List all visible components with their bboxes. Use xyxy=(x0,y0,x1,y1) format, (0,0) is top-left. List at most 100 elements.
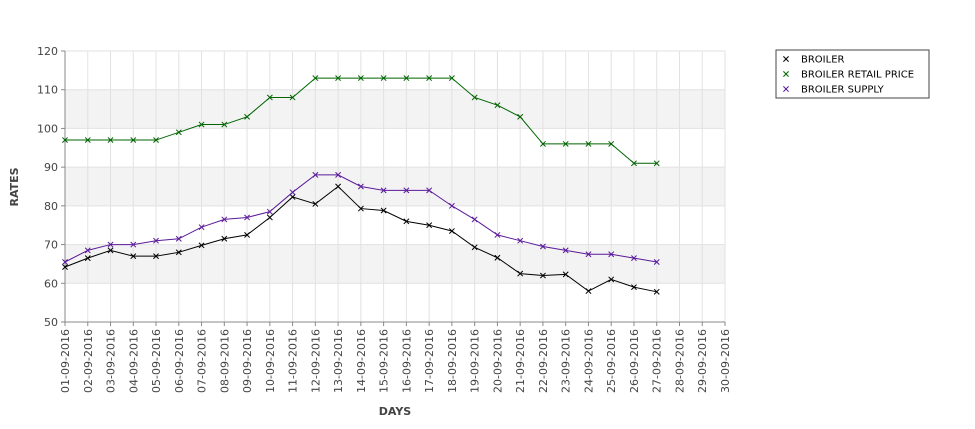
data-point xyxy=(783,71,789,77)
data-point xyxy=(84,255,91,262)
data-point xyxy=(84,247,91,254)
legend-item: BROILER SUPPLY xyxy=(783,85,885,96)
data-point xyxy=(130,241,137,248)
x-tick-label: 26-09-2016 xyxy=(628,329,641,393)
data-point xyxy=(380,75,387,82)
data-point xyxy=(653,288,660,295)
data-point xyxy=(585,140,592,147)
data-point xyxy=(357,205,364,212)
data-point xyxy=(426,222,433,229)
data-point xyxy=(312,75,319,82)
data-point xyxy=(221,235,228,242)
data-point xyxy=(335,183,342,190)
data-point xyxy=(631,255,637,262)
data-point xyxy=(289,94,296,101)
data-point xyxy=(562,140,569,147)
y-tick-label: 50 xyxy=(44,316,58,329)
data-point xyxy=(494,102,501,109)
x-tick-label: 20-09-2016 xyxy=(491,329,504,393)
alternating-bands xyxy=(65,89,725,284)
data-point xyxy=(426,75,433,82)
data-point xyxy=(783,56,789,62)
data-point xyxy=(448,75,455,82)
data-point xyxy=(562,247,569,254)
x-tick-label: 10-09-2016 xyxy=(264,329,277,393)
data-point xyxy=(62,259,68,265)
x-tick-label: 17-09-2016 xyxy=(423,329,436,393)
data-point xyxy=(289,193,296,200)
series-2 xyxy=(62,171,660,265)
data-point xyxy=(494,231,501,238)
data-point xyxy=(517,237,524,244)
data-point xyxy=(448,228,455,234)
data-point xyxy=(357,183,364,190)
x-tick-label: 01-09-2016 xyxy=(59,329,72,393)
x-tick-label: 08-09-2016 xyxy=(218,329,231,393)
data-point xyxy=(783,86,789,92)
x-tick-label: 27-09-2016 xyxy=(651,329,664,393)
x-tick-label: 22-09-2016 xyxy=(537,329,550,393)
data-point xyxy=(653,160,660,167)
data-point xyxy=(175,129,182,136)
data-point xyxy=(448,202,455,209)
data-point xyxy=(130,137,137,143)
x-tick-label: 28-09-2016 xyxy=(673,329,686,393)
data-point xyxy=(517,270,524,277)
data-point xyxy=(494,254,501,261)
y-tick-label: 60 xyxy=(44,277,58,290)
data-point xyxy=(107,241,114,248)
data-point xyxy=(198,121,205,128)
data-point xyxy=(175,249,182,256)
x-tick-label: 06-09-2016 xyxy=(173,329,186,393)
x-tick-label: 18-09-2016 xyxy=(446,329,459,393)
band xyxy=(65,167,725,206)
band xyxy=(65,89,725,129)
data-point xyxy=(312,200,319,207)
x-tick-label: 16-09-2016 xyxy=(400,329,413,393)
data-point xyxy=(517,113,524,120)
x-tick-label: 25-09-2016 xyxy=(605,329,618,393)
data-point xyxy=(335,171,342,178)
data-point xyxy=(471,244,478,251)
data-point xyxy=(312,171,319,178)
band xyxy=(65,244,725,284)
data-point xyxy=(266,94,273,101)
data-point xyxy=(403,75,410,82)
data-point xyxy=(153,137,159,143)
y-tick-label: 80 xyxy=(44,200,58,213)
x-axis-title: DAYS xyxy=(379,405,412,418)
legend-item: BROILER RETAIL PRICE xyxy=(783,70,914,81)
data-point xyxy=(244,231,251,238)
x-tick-label: 19-09-2016 xyxy=(469,329,482,393)
series-0 xyxy=(62,183,660,295)
legend-box xyxy=(775,49,930,99)
data-point xyxy=(585,251,592,258)
data-point xyxy=(471,94,478,101)
y-axis-title: RATES xyxy=(8,167,21,206)
data-point xyxy=(539,140,546,147)
data-point xyxy=(62,137,68,143)
series-1 xyxy=(62,75,660,167)
x-tick-label: 02-09-2016 xyxy=(82,329,95,393)
data-point xyxy=(539,243,546,250)
x-tick-label: 11-09-2016 xyxy=(287,329,300,393)
axes xyxy=(61,50,726,326)
y-tick-label: 90 xyxy=(44,161,58,174)
x-tick-labels: 01-09-2016 02-09-2016 03-09-2016 04-09-2016… xyxy=(59,329,732,393)
data-point xyxy=(266,208,273,215)
data-point xyxy=(585,288,592,294)
data-point xyxy=(653,259,660,265)
data-point xyxy=(335,75,342,82)
data-point xyxy=(107,247,114,254)
data-point xyxy=(380,187,387,194)
data-point xyxy=(198,242,205,249)
x-tick-label: 14-09-2016 xyxy=(355,329,368,393)
data-point xyxy=(244,214,251,221)
data-point xyxy=(539,272,546,279)
data-point xyxy=(289,189,296,196)
x-tick-label: 12-09-2016 xyxy=(309,329,322,393)
y-tick-labels: 50 60 70 80 90 100 110 120 xyxy=(37,45,58,329)
data-point xyxy=(357,75,364,82)
series-layer xyxy=(62,75,660,295)
